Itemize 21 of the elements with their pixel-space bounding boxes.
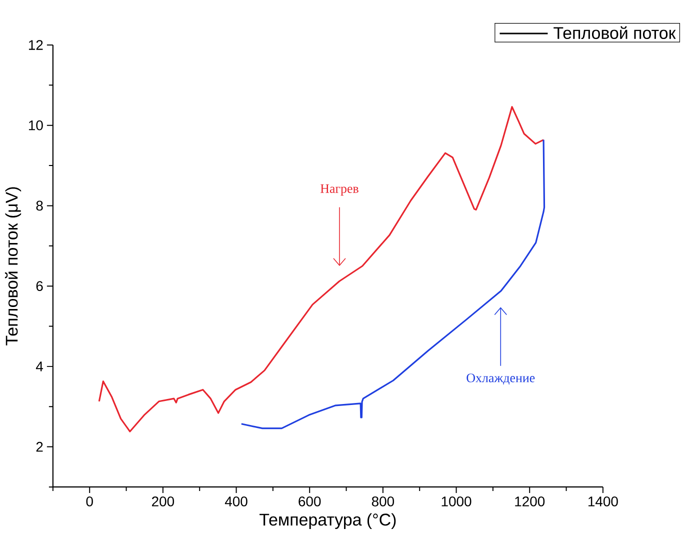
annotation: Нагрев xyxy=(320,184,358,196)
x-tick-label: 800 xyxy=(372,496,394,506)
x-tick-label: 1000 xyxy=(442,496,472,506)
x-axis-title: Температура (°C) xyxy=(260,513,396,530)
x-tick-label: 1400 xyxy=(588,496,618,506)
y-axis-title: Тепловой поток (μV) xyxy=(4,187,22,346)
y-tick-label: 10 xyxy=(28,120,43,130)
x-tick-label: 400 xyxy=(224,496,248,506)
y-tick-label: 6 xyxy=(36,281,43,292)
y-tick-label: 4 xyxy=(36,362,44,372)
x-tick-label: 200 xyxy=(152,496,174,506)
x-tick-label: 600 xyxy=(298,496,321,506)
x-tick-label: 0 xyxy=(86,496,93,506)
x-tick-label: 1200 xyxy=(515,496,545,506)
line-series xyxy=(98,106,544,432)
y-tick-label: 12 xyxy=(28,40,43,50)
y-tick-label: 8 xyxy=(36,200,43,211)
y-tick-label: 2 xyxy=(36,442,43,452)
annotation: Охлаждение xyxy=(466,374,535,385)
line-series xyxy=(240,139,546,430)
legend-title: Тепловой поток xyxy=(554,26,676,40)
